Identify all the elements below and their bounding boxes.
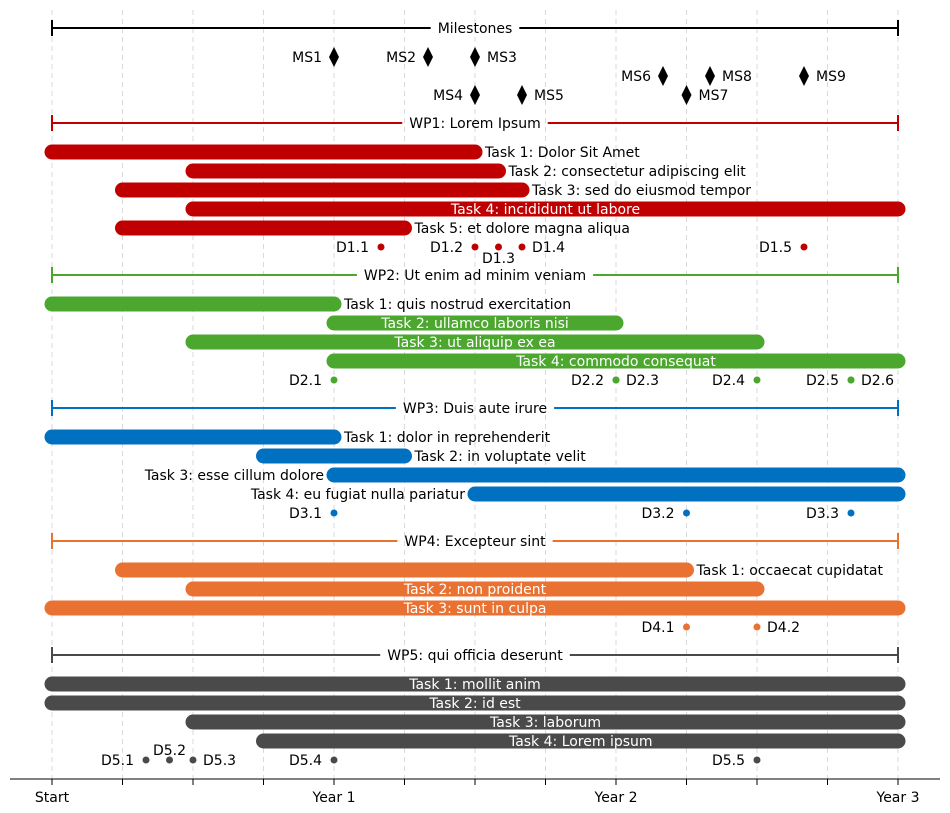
task-label: Task 2: non proident <box>403 582 547 598</box>
deliverable-label: D5.3 <box>203 753 236 769</box>
deliverable-dot <box>683 509 690 517</box>
x-axis: Start Year 1 Year 2 Year 3 <box>10 778 940 806</box>
milestone-label: MS2 <box>386 50 416 66</box>
milestone-label: MS3 <box>487 50 517 66</box>
task-label: Task 2: id est <box>428 696 521 712</box>
task-label: Task 2: ullamco laboris nisi <box>380 316 569 332</box>
task-label: Task 4: eu fugiat nulla pariatur <box>250 487 465 503</box>
task-label: Task 1: quis nostrud exercitation <box>343 297 571 313</box>
wp-header-title: WP1: Lorem Ipsum <box>409 116 540 132</box>
deliverable-dot <box>683 623 690 631</box>
task-label: Task 3: sunt in culpa <box>403 601 547 617</box>
task-label: Task 3: esse cillum dolore <box>144 468 324 484</box>
deliverable-label: D2.4 <box>712 373 745 389</box>
deliverable-label: D3.1 <box>289 506 322 522</box>
deliverable-dot <box>189 756 197 764</box>
deliverable-label: D2.6 <box>861 373 894 389</box>
task-label: Task 1: mollit anim <box>408 677 541 693</box>
task-label: Task 3: sed do eiusmod tempor <box>531 183 751 199</box>
deliverable-dot <box>495 243 502 251</box>
deliverable-dot <box>847 509 855 517</box>
x-tick-label: Year 1 <box>312 790 356 806</box>
wp-header-title: WP5: qui officia deserunt <box>387 648 563 664</box>
deliverable-label: D3.2 <box>641 506 674 522</box>
task-label: Task 2: in voluptate velit <box>414 449 587 465</box>
wp-header-title: WP3: Duis aute irure <box>403 401 547 417</box>
x-tick-label: Year 3 <box>876 790 920 806</box>
deliverable-label: D1.4 <box>532 240 565 256</box>
milestone-diamond <box>705 66 715 86</box>
task-label: Task 5: et dolore magna aliqua <box>414 221 630 237</box>
x-tick-label: Year 2 <box>594 790 638 806</box>
deliverable-dot <box>330 509 338 517</box>
deliverable-dot <box>847 376 855 384</box>
deliverable-label: D1.3 <box>482 251 515 267</box>
task-label: Task 4: Lorem ipsum <box>508 734 653 750</box>
milestone-diamond <box>799 66 809 86</box>
deliverable-label: D2.3 <box>626 373 659 389</box>
deliverable-label: D5.2 <box>153 743 186 759</box>
task-label: Task 2: consectetur adipiscing elit <box>508 164 747 180</box>
task-label: Task 1: dolor in reprehenderit <box>343 430 551 446</box>
milestones-header-title: Milestones <box>438 21 513 37</box>
milestone-label: MS7 <box>699 88 729 104</box>
deliverable-dot <box>142 756 150 764</box>
wp-header-title: WP2: Ut enim ad minim veniam <box>364 268 586 284</box>
milestone-label: MS1 <box>292 50 322 66</box>
deliverable-dot <box>518 243 526 251</box>
deliverable-dot <box>166 756 173 764</box>
task-label: Task 3: laborum <box>489 715 601 731</box>
deliverable-label: D2.2 <box>571 373 604 389</box>
task-label: Task 1: Dolor Sit Amet <box>484 145 640 161</box>
deliverable-label: D2.1 <box>289 373 322 389</box>
deliverable-label: D3.3 <box>806 506 839 522</box>
deliverable-dot <box>753 376 761 384</box>
deliverable-label: D2.5 <box>806 373 839 389</box>
deliverable-dot <box>330 756 338 764</box>
deliverable-label: D1.1 <box>336 240 369 256</box>
wp-header-title: WP4: Excepteur sint <box>404 534 546 550</box>
x-tick-label: Start <box>35 790 70 806</box>
deliverable-label: D1.5 <box>759 240 792 256</box>
deliverable-label: D4.1 <box>641 620 674 636</box>
deliverable-label: D5.4 <box>289 753 322 769</box>
milestone-diamond <box>329 47 339 67</box>
milestone-diamond <box>470 85 480 105</box>
deliverable-dot <box>330 376 338 384</box>
milestone-diamond <box>470 47 480 67</box>
milestone-diamond <box>517 85 527 105</box>
milestone-label: MS9 <box>816 69 846 85</box>
task-label: Task 4: commodo consequat <box>515 354 716 370</box>
deliverable-dot <box>753 756 761 764</box>
deliverable-dot <box>377 243 385 251</box>
milestone-diamond <box>423 47 433 67</box>
chart-content: Milestones MS1 MS2 MS3 MS6 MS8 MS9 MS4 MS5 MS7 WP1… <box>44 20 906 769</box>
deliverable-label: D5.1 <box>101 753 134 769</box>
deliverable-dot <box>800 243 808 251</box>
deliverable-dot <box>612 376 620 384</box>
task-label: Task 3: ut aliquip ex ea <box>393 335 555 351</box>
deliverable-dot <box>471 243 479 251</box>
milestone-label: MS8 <box>722 69 752 85</box>
milestone-label: MS6 <box>621 69 651 85</box>
deliverable-dot <box>753 623 761 631</box>
deliverable-label: D1.2 <box>430 240 463 256</box>
task-label: Task 4: incididunt ut labore <box>450 202 640 218</box>
milestone-label: MS4 <box>433 88 463 104</box>
milestone-label: MS5 <box>534 88 564 104</box>
deliverable-label: D5.5 <box>712 753 745 769</box>
task-label: Task 1: occaecat cupidatat <box>696 563 884 579</box>
milestone-diamond <box>681 85 692 105</box>
milestone-diamond <box>658 66 668 86</box>
deliverable-label: D4.2 <box>767 620 800 636</box>
